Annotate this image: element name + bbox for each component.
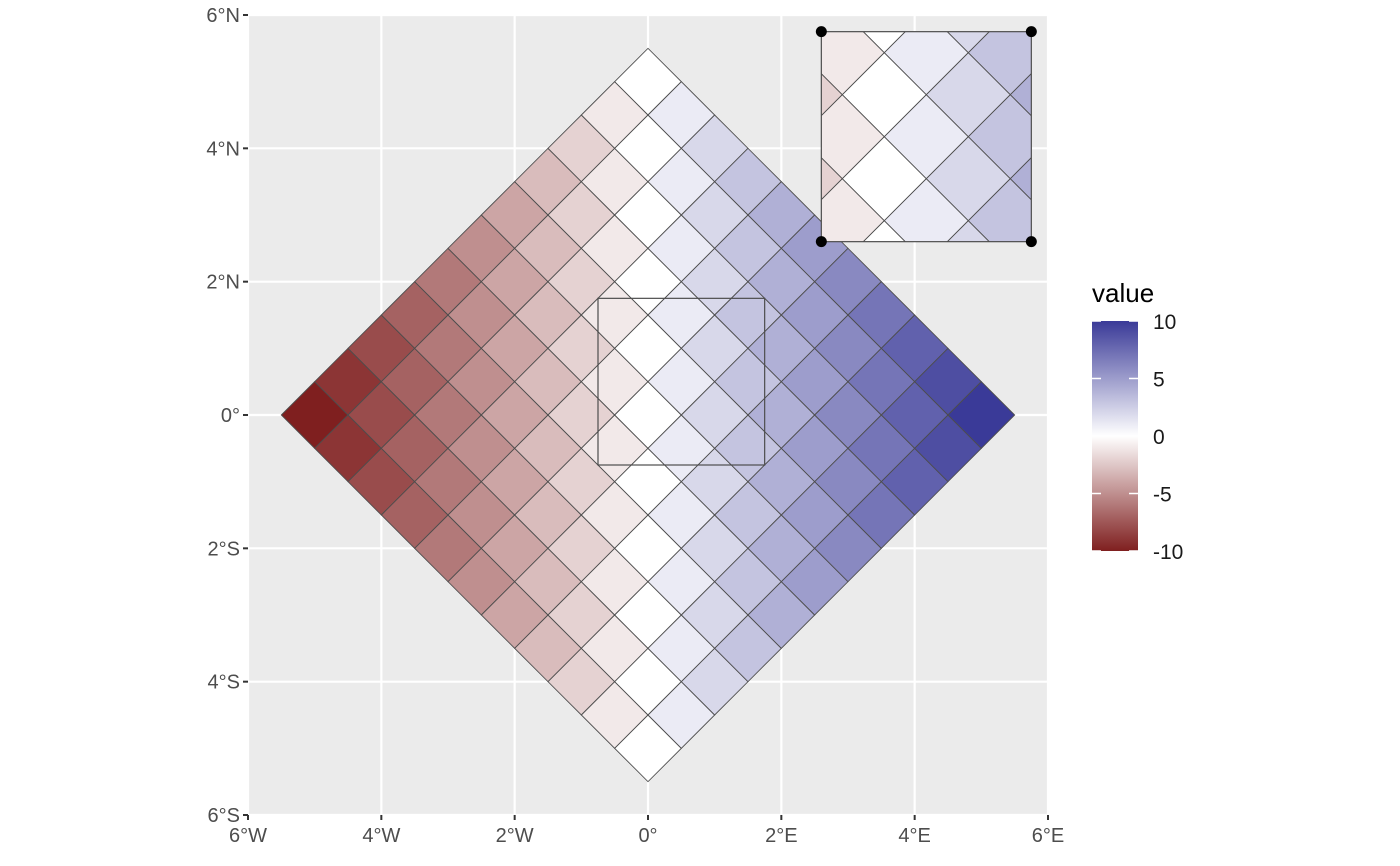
tile-cell: [947, 381, 1016, 449]
x-tick-label: 4°E: [898, 825, 930, 847]
inset-magnified: [632, 0, 1346, 305]
inset-tile-cell: [1094, 137, 1178, 221]
y-tick-label: 6°N: [206, 5, 240, 27]
corner-point: [1025, 26, 1037, 38]
inset-tile-cell: [1136, 179, 1220, 263]
x-tick-label: 4°W: [362, 825, 400, 847]
inset-tile-cell: [800, 0, 884, 11]
legend: value 10 5 0 -5 -10: [1092, 278, 1183, 564]
x-tick-label: 6°W: [229, 825, 267, 847]
inset-tile-cell: [1094, 53, 1178, 137]
x-tick-label: 0°: [638, 825, 657, 847]
inset-tile-cell: [716, 0, 800, 11]
inset-tile-cell: [967, 178, 1032, 242]
inset-tile-cell: [1052, 95, 1136, 179]
inset-corner-points: [815, 26, 1037, 248]
inset-tile-cell: [1136, 95, 1220, 179]
diamond-tiles: [280, 47, 1016, 783]
inset-tile-cell: [1178, 221, 1262, 305]
legend-tick-label: -10: [1153, 541, 1183, 564]
inset-tile-cell: [946, 31, 990, 54]
y-tick-label: 2°S: [208, 538, 240, 560]
inset-tile-cell: [632, 0, 716, 11]
x-tick-label: 6°E: [1032, 825, 1064, 847]
inset-tile-cell: [862, 31, 906, 54]
legend-tick-label: 0: [1153, 426, 1165, 449]
inset-tile-cell: [946, 220, 990, 242]
corner-point: [815, 26, 827, 38]
inset-tile-cell: [1009, 157, 1032, 201]
y-tick-label: 2°N: [206, 272, 240, 294]
inset-tile-cell: [1094, 0, 1178, 53]
legend-title: value: [1092, 278, 1154, 308]
inset-source-box: [597, 297, 766, 466]
corner-point: [1025, 236, 1037, 248]
inset-tile-cell: [1178, 137, 1262, 221]
x-tick-label: 2°E: [765, 825, 797, 847]
inset-tile-cell: [1136, 11, 1220, 95]
inset-tile-cell: [1052, 11, 1136, 95]
legend-tick-label: 10: [1153, 311, 1176, 334]
inset-tile-cell: [1009, 73, 1032, 117]
inset-tile-cell: [968, 0, 1052, 11]
corner-point: [815, 236, 827, 248]
inset-tile-cell: [1052, 0, 1136, 11]
x-tick-label: 2°W: [496, 825, 534, 847]
y-tick-label: 0°: [221, 405, 240, 427]
y-tick-label: 6°S: [208, 805, 240, 827]
inset-tile-cell: [1220, 179, 1304, 263]
inset-tile-cell: [967, 94, 1032, 180]
inset-tile-cell: [1178, 53, 1262, 137]
inset-tile-cell: [967, 31, 1032, 96]
inset-tile-cell: [1262, 137, 1346, 221]
y-tick-label: 4°N: [206, 138, 240, 160]
inset-tile-cell: [862, 220, 906, 242]
axis-ticks: 6°W 4°W 2°W 0° 2°E 4°E 6°E 6°N 4°N 2°N 0° 2°S 4°S 6°S: [206, 5, 1064, 847]
inset-tile-cell: [1052, 179, 1136, 263]
inset-tile-cell: [1220, 95, 1304, 179]
inset-tile-cell: [884, 0, 968, 11]
legend-tick-label: -5: [1153, 484, 1172, 507]
y-tick-label: 4°S: [208, 672, 240, 694]
legend-tick-label: 5: [1153, 369, 1165, 392]
